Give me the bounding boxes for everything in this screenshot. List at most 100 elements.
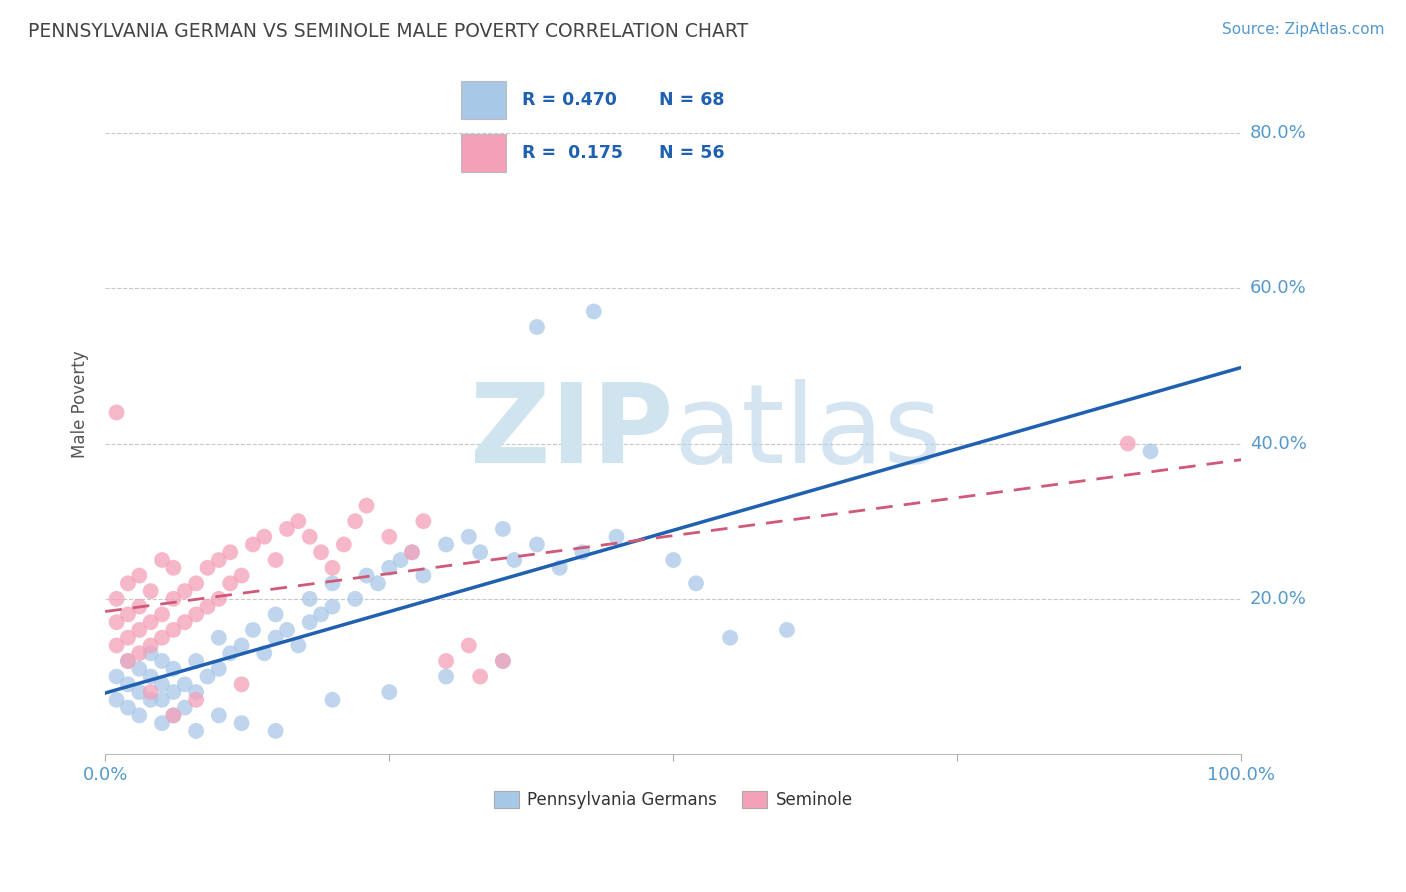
Point bbox=[718, 631, 741, 645]
Point bbox=[173, 584, 195, 599]
Point bbox=[378, 685, 401, 699]
Point bbox=[184, 607, 207, 622]
Point bbox=[128, 662, 150, 676]
Point bbox=[287, 514, 309, 528]
Point bbox=[184, 723, 207, 738]
Point bbox=[117, 576, 139, 591]
Text: 20.0%: 20.0% bbox=[1250, 590, 1306, 607]
Point bbox=[128, 708, 150, 723]
Point bbox=[470, 545, 492, 559]
Legend: Pennsylvania Germans, Seminole: Pennsylvania Germans, Seminole bbox=[488, 784, 859, 816]
Point bbox=[492, 654, 515, 668]
Point bbox=[150, 693, 173, 707]
Point bbox=[685, 576, 707, 591]
Text: ZIP: ZIP bbox=[470, 379, 673, 486]
Point bbox=[264, 607, 287, 622]
Y-axis label: Male Poverty: Male Poverty bbox=[72, 351, 89, 458]
Point bbox=[776, 623, 799, 637]
Point bbox=[412, 568, 434, 582]
Point bbox=[162, 561, 184, 575]
Point bbox=[242, 537, 264, 551]
Point bbox=[333, 537, 356, 551]
Point bbox=[128, 599, 150, 614]
Text: 80.0%: 80.0% bbox=[1250, 124, 1306, 142]
Point bbox=[162, 708, 184, 723]
Point bbox=[470, 669, 492, 683]
Text: 40.0%: 40.0% bbox=[1250, 434, 1306, 452]
Point bbox=[139, 646, 162, 660]
Point bbox=[242, 623, 264, 637]
Point bbox=[321, 599, 343, 614]
Point bbox=[253, 530, 276, 544]
Text: PENNSYLVANIA GERMAN VS SEMINOLE MALE POVERTY CORRELATION CHART: PENNSYLVANIA GERMAN VS SEMINOLE MALE POV… bbox=[28, 22, 748, 41]
Point bbox=[105, 669, 128, 683]
Point bbox=[434, 654, 457, 668]
Point bbox=[105, 639, 128, 653]
Point bbox=[139, 669, 162, 683]
Point bbox=[264, 553, 287, 567]
Point bbox=[208, 631, 231, 645]
Point bbox=[457, 639, 479, 653]
Point bbox=[526, 537, 548, 551]
Point bbox=[276, 623, 298, 637]
Point bbox=[344, 514, 367, 528]
Point bbox=[139, 584, 162, 599]
Point bbox=[173, 615, 195, 629]
Point bbox=[184, 685, 207, 699]
Point bbox=[231, 568, 253, 582]
Point bbox=[197, 669, 219, 683]
Point bbox=[219, 646, 242, 660]
Point bbox=[1139, 444, 1161, 458]
Point bbox=[128, 623, 150, 637]
Point bbox=[231, 639, 253, 653]
Point bbox=[150, 654, 173, 668]
Point bbox=[150, 631, 173, 645]
Point bbox=[378, 530, 401, 544]
Point bbox=[150, 677, 173, 691]
Point bbox=[662, 553, 685, 567]
Point bbox=[401, 545, 423, 559]
Point bbox=[389, 553, 412, 567]
Point bbox=[321, 561, 343, 575]
Point bbox=[117, 654, 139, 668]
Point bbox=[264, 723, 287, 738]
Point bbox=[117, 677, 139, 691]
Point bbox=[401, 545, 423, 559]
Point bbox=[208, 662, 231, 676]
Text: 60.0%: 60.0% bbox=[1250, 279, 1306, 297]
Point bbox=[197, 561, 219, 575]
Point bbox=[492, 654, 515, 668]
Point bbox=[184, 576, 207, 591]
Point bbox=[184, 654, 207, 668]
Point bbox=[287, 639, 309, 653]
Point bbox=[253, 646, 276, 660]
Point bbox=[128, 646, 150, 660]
Point bbox=[162, 591, 184, 606]
Point bbox=[571, 545, 593, 559]
Text: Source: ZipAtlas.com: Source: ZipAtlas.com bbox=[1222, 22, 1385, 37]
Point bbox=[231, 716, 253, 731]
Point bbox=[117, 654, 139, 668]
Point bbox=[105, 615, 128, 629]
Point bbox=[117, 607, 139, 622]
Point bbox=[173, 700, 195, 714]
Point bbox=[503, 553, 526, 567]
Point bbox=[298, 615, 321, 629]
Point bbox=[117, 700, 139, 714]
Point bbox=[139, 639, 162, 653]
Point bbox=[173, 677, 195, 691]
Point bbox=[434, 537, 457, 551]
Point bbox=[208, 708, 231, 723]
Point bbox=[298, 530, 321, 544]
Point bbox=[344, 591, 367, 606]
Point bbox=[1116, 436, 1139, 450]
Point bbox=[105, 591, 128, 606]
Point bbox=[105, 693, 128, 707]
Point bbox=[367, 576, 389, 591]
Point bbox=[219, 576, 242, 591]
Point bbox=[321, 693, 343, 707]
Point bbox=[150, 607, 173, 622]
Point bbox=[128, 685, 150, 699]
Point bbox=[412, 514, 434, 528]
Point bbox=[492, 522, 515, 536]
